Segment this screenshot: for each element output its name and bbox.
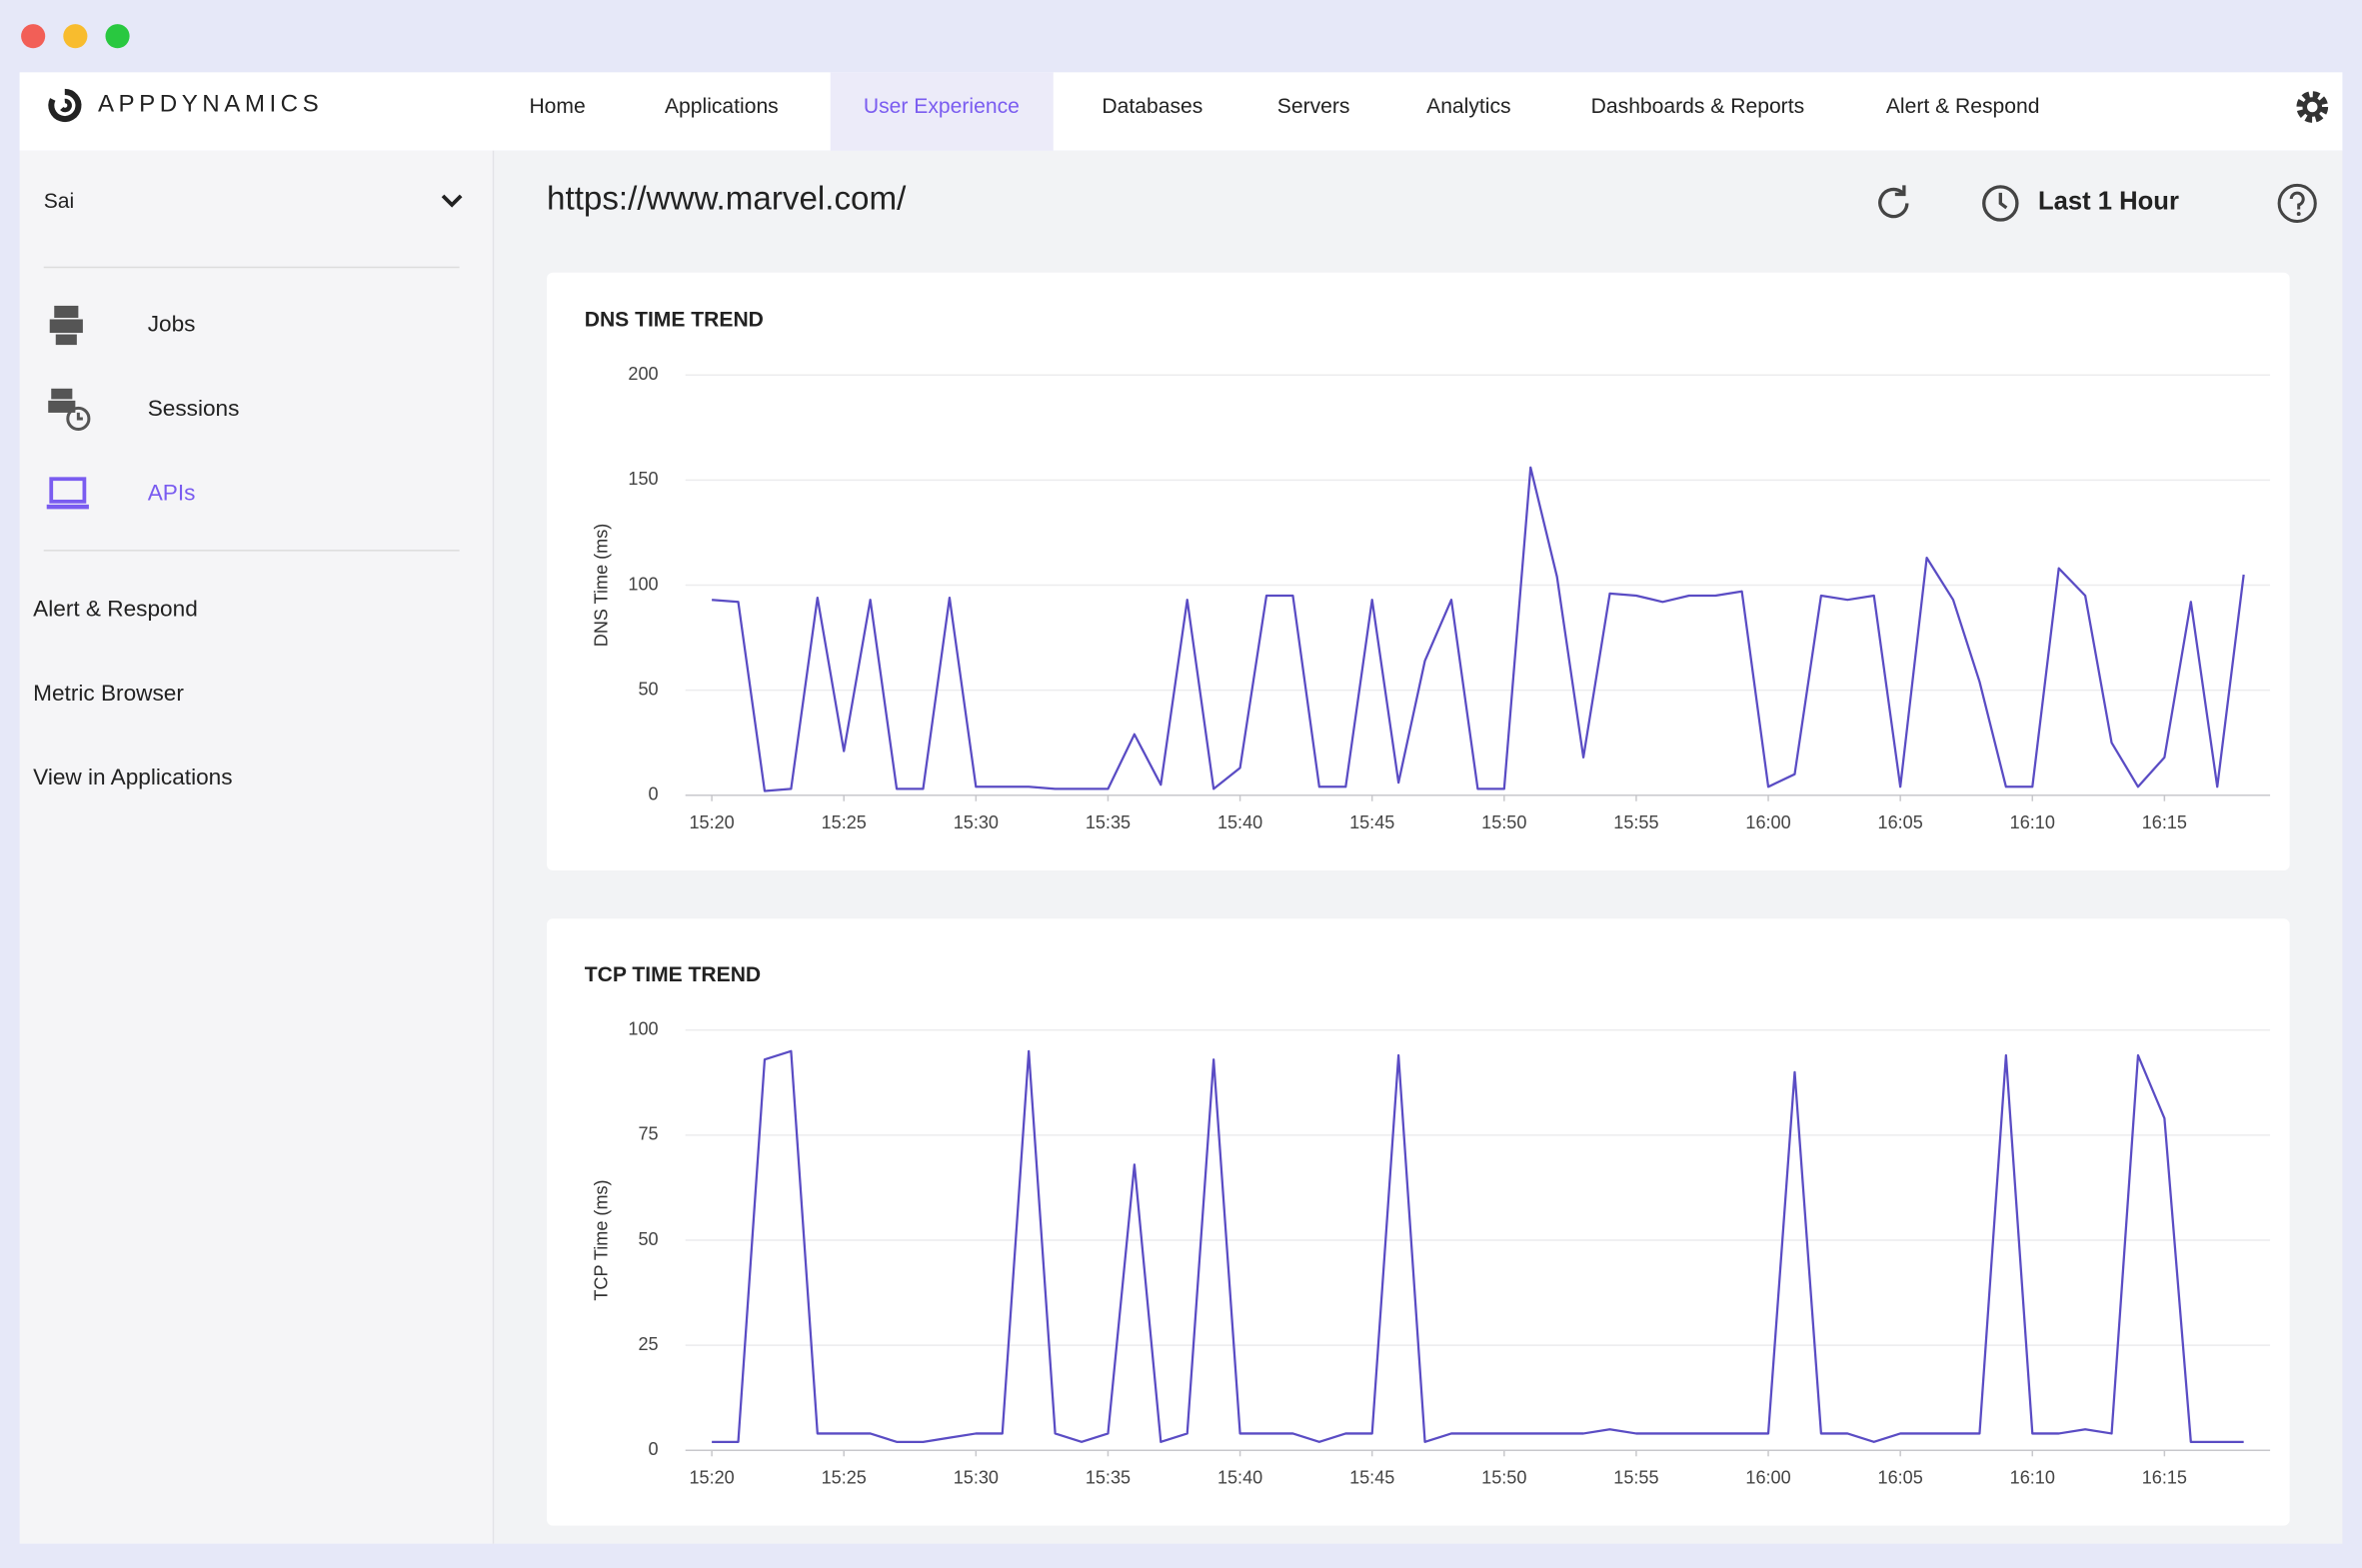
sidebar-item[interactable]: APIs xyxy=(147,480,196,507)
nav-item[interactable]: Analytics xyxy=(1426,93,1511,118)
x-tick-label: 15:45 xyxy=(1349,1468,1394,1488)
sessions-icon xyxy=(48,388,91,432)
maximize-button[interactable] xyxy=(105,24,130,49)
dropdown-icon[interactable] xyxy=(439,190,466,211)
x-tick-label: 15:30 xyxy=(954,1468,999,1488)
jobs-icon xyxy=(49,305,83,346)
minimize-button[interactable] xyxy=(63,24,88,49)
top-bar xyxy=(19,72,2343,151)
x-tick-label: 15:25 xyxy=(822,812,867,832)
sidebar-item[interactable]: Sessions xyxy=(147,396,240,422)
x-tick-label: 15:25 xyxy=(822,1468,867,1488)
x-tick-label: 15:35 xyxy=(1086,1468,1131,1488)
x-tick-label: 15:20 xyxy=(689,812,734,832)
divider xyxy=(43,266,460,269)
y-tick-label: 50 xyxy=(638,679,658,699)
page-url: https://www.marvel.com/ xyxy=(547,179,907,218)
sidebar xyxy=(19,150,495,1544)
x-tick-label: 16:05 xyxy=(1878,812,1923,832)
data-line xyxy=(712,1049,2244,1443)
divider xyxy=(43,550,460,552)
nav-item[interactable]: Home xyxy=(529,93,586,118)
x-tick-label: 15:20 xyxy=(689,1468,734,1488)
y-tick-label: 75 xyxy=(638,1124,658,1144)
y-tick-label: 150 xyxy=(628,469,658,489)
nav-item[interactable]: Dashboards & Reports xyxy=(1590,93,1805,118)
y-tick-label: 100 xyxy=(628,574,658,594)
y-axis-label: DNS Time (ms) xyxy=(592,524,612,648)
y-tick-label: 200 xyxy=(628,364,658,384)
y-tick-label: 100 xyxy=(628,1019,658,1039)
chart-title: TCP TIME TREND xyxy=(585,963,761,986)
x-tick-label: 16:15 xyxy=(2142,1468,2187,1488)
nav-item[interactable]: Alert & Respond xyxy=(1885,93,2040,118)
nav-item[interactable]: Applications xyxy=(664,93,779,118)
close-button[interactable] xyxy=(21,24,46,49)
sidebar-item[interactable]: Jobs xyxy=(147,311,196,338)
x-tick-label: 16:15 xyxy=(2142,812,2187,832)
y-tick-label: 0 xyxy=(649,784,659,803)
refresh-icon[interactable] xyxy=(1871,181,1916,226)
chart-title: DNS TIME TREND xyxy=(585,309,764,332)
x-tick-label: 16:10 xyxy=(2010,812,2055,832)
x-tick-label: 15:50 xyxy=(1481,1468,1526,1488)
nav-item[interactable]: Servers xyxy=(1276,93,1350,118)
sidebar-link[interactable]: View in Applications xyxy=(33,765,233,791)
x-tick-label: 15:50 xyxy=(1481,812,1526,832)
x-tick-label: 16:10 xyxy=(2010,1468,2055,1488)
y-tick-label: 0 xyxy=(649,1439,659,1459)
sidebar-link[interactable]: Metric Browser xyxy=(33,681,184,707)
brand: APPDYNAMICS xyxy=(97,91,324,118)
x-tick-label: 15:35 xyxy=(1086,812,1131,832)
app-selector[interactable]: Sai xyxy=(43,188,75,213)
chart-card xyxy=(547,918,2290,1526)
logo xyxy=(48,88,82,123)
chart-card xyxy=(547,272,2290,871)
x-tick-label: 16:05 xyxy=(1878,1468,1923,1488)
time-range[interactable]: Last 1 Hour xyxy=(2037,186,2179,216)
clock-icon xyxy=(1982,185,2019,222)
settings-icon[interactable] xyxy=(2291,86,2333,128)
y-tick-label: 25 xyxy=(638,1334,658,1354)
x-tick-label: 15:40 xyxy=(1217,812,1262,832)
x-tick-label: 15:55 xyxy=(1613,812,1658,832)
x-tick-label: 16:00 xyxy=(1745,1468,1790,1488)
x-tick-label: 15:55 xyxy=(1613,1468,1658,1488)
help-icon[interactable] xyxy=(2275,181,2320,226)
nav-item[interactable]: User Experience xyxy=(830,72,1054,151)
y-axis-label: TCP Time (ms) xyxy=(592,1179,612,1300)
apis-icon xyxy=(46,477,89,510)
x-tick-label: 15:30 xyxy=(954,812,999,832)
data-line xyxy=(712,466,2245,792)
sidebar-link[interactable]: Alert & Respond xyxy=(33,596,198,623)
x-tick-label: 15:40 xyxy=(1217,1468,1262,1488)
x-tick-label: 16:00 xyxy=(1745,812,1790,832)
y-tick-label: 50 xyxy=(638,1229,658,1249)
nav-item[interactable]: Databases xyxy=(1102,93,1203,118)
x-tick-label: 15:45 xyxy=(1349,812,1394,832)
